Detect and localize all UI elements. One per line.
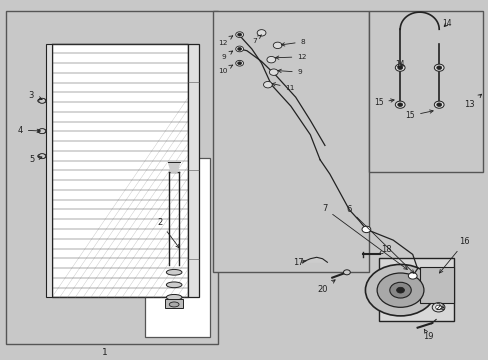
Circle shape xyxy=(235,32,243,37)
Ellipse shape xyxy=(169,302,179,307)
Bar xyxy=(165,299,183,308)
Circle shape xyxy=(263,81,272,88)
Bar xyxy=(368,12,483,172)
Circle shape xyxy=(39,154,45,159)
Circle shape xyxy=(436,103,441,107)
Bar xyxy=(188,44,199,297)
Ellipse shape xyxy=(166,282,182,288)
Text: 20: 20 xyxy=(317,280,334,294)
Text: 6: 6 xyxy=(346,205,413,273)
Circle shape xyxy=(433,64,443,71)
Polygon shape xyxy=(168,162,180,172)
Bar xyxy=(5,12,217,344)
Circle shape xyxy=(436,66,441,69)
Circle shape xyxy=(237,33,241,36)
Circle shape xyxy=(273,42,282,49)
Circle shape xyxy=(257,30,265,36)
Text: 14: 14 xyxy=(441,19,451,28)
Text: 12: 12 xyxy=(275,54,306,60)
Bar xyxy=(419,267,453,303)
Circle shape xyxy=(343,270,349,275)
Circle shape xyxy=(394,101,404,108)
Text: 14: 14 xyxy=(394,60,404,69)
Bar xyxy=(212,12,368,272)
Text: 17: 17 xyxy=(292,258,305,267)
Bar xyxy=(144,158,210,337)
Ellipse shape xyxy=(38,154,46,158)
Circle shape xyxy=(266,57,275,63)
Text: 15: 15 xyxy=(373,98,393,107)
Circle shape xyxy=(365,265,435,316)
Circle shape xyxy=(431,303,444,312)
Bar xyxy=(46,44,52,297)
Text: 7: 7 xyxy=(322,204,407,269)
Text: 2: 2 xyxy=(157,218,179,248)
Text: 5: 5 xyxy=(30,155,42,164)
Circle shape xyxy=(376,273,423,307)
Ellipse shape xyxy=(38,129,46,133)
Circle shape xyxy=(435,305,441,310)
Text: 16: 16 xyxy=(439,238,469,273)
Circle shape xyxy=(361,226,370,233)
Text: 10: 10 xyxy=(217,65,232,74)
Ellipse shape xyxy=(38,99,46,103)
Circle shape xyxy=(235,60,243,66)
Text: 8: 8 xyxy=(281,39,305,46)
Text: 15: 15 xyxy=(405,110,432,120)
Circle shape xyxy=(397,66,402,69)
Circle shape xyxy=(237,48,241,50)
Text: 4: 4 xyxy=(18,126,41,135)
Bar xyxy=(52,44,188,297)
Circle shape xyxy=(39,129,45,134)
Ellipse shape xyxy=(166,269,182,275)
Bar xyxy=(378,258,453,320)
Text: 7: 7 xyxy=(251,35,261,44)
Text: 12: 12 xyxy=(217,36,232,45)
Polygon shape xyxy=(302,257,327,262)
Circle shape xyxy=(39,98,45,103)
Text: 3: 3 xyxy=(29,91,42,100)
Text: 21: 21 xyxy=(434,303,445,312)
Circle shape xyxy=(407,273,416,279)
Text: 9: 9 xyxy=(277,69,302,75)
Text: 19: 19 xyxy=(423,329,433,341)
Circle shape xyxy=(237,62,241,65)
Circle shape xyxy=(433,101,443,108)
Text: 18: 18 xyxy=(378,244,391,254)
Text: 9: 9 xyxy=(221,51,232,60)
Text: 11: 11 xyxy=(271,83,294,90)
Circle shape xyxy=(397,103,402,107)
Circle shape xyxy=(269,69,278,75)
Circle shape xyxy=(389,282,410,298)
Circle shape xyxy=(394,64,404,71)
Circle shape xyxy=(235,46,243,52)
Circle shape xyxy=(396,287,404,293)
Text: 1: 1 xyxy=(102,348,108,357)
Ellipse shape xyxy=(166,294,182,300)
Text: 13: 13 xyxy=(464,94,481,109)
